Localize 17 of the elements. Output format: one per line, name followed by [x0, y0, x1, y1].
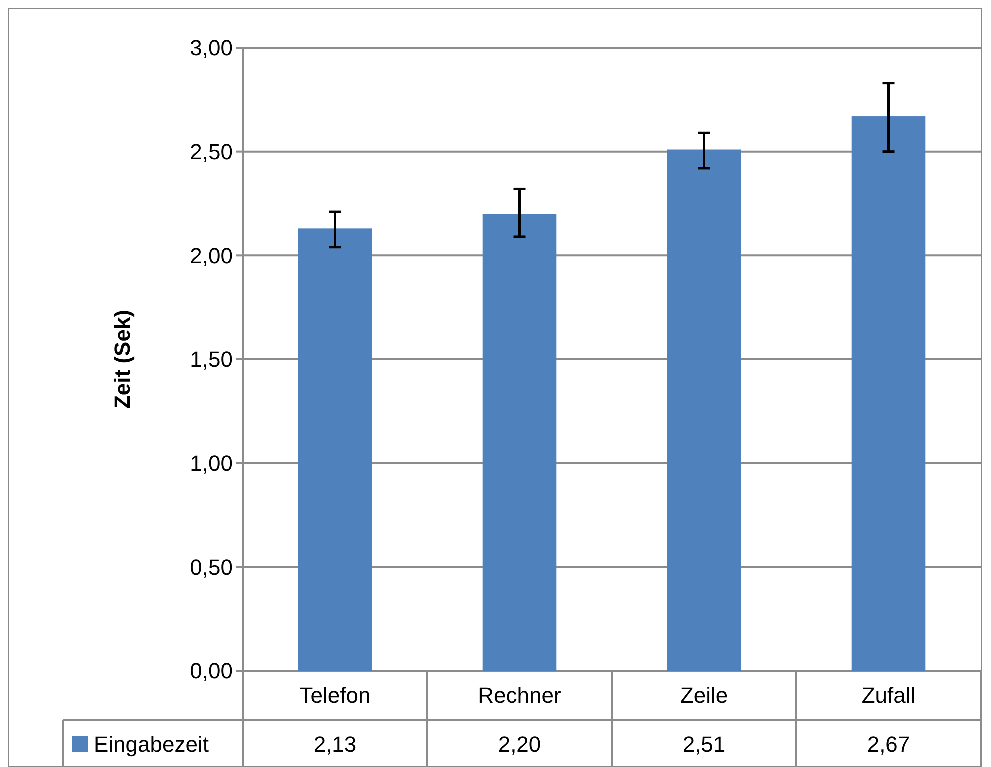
x-tick-label: Zeile — [680, 683, 728, 708]
data-label: 2,13 — [314, 732, 357, 758]
y-tick-label: 3,00 — [190, 36, 233, 61]
y-tick-label: 1,50 — [190, 347, 233, 372]
y-tick-label: 0,00 — [190, 658, 233, 684]
y-tick-label: 1,00 — [190, 451, 233, 476]
data-label: 2,51 — [682, 732, 726, 758]
y-tick-label: 2,00 — [190, 243, 233, 268]
data-label: 2,20 — [498, 732, 542, 758]
x-tick-label: Telefon — [300, 683, 371, 708]
y-axis-title: Zeit (Sek) — [110, 310, 135, 410]
legend-label: Eingabezeit — [94, 732, 209, 758]
y-tick-label: 2,50 — [190, 140, 233, 165]
x-tick-label: Zufall — [862, 683, 916, 708]
data-label: 2,67 — [867, 732, 910, 758]
y-tick-label: 0,50 — [190, 554, 233, 580]
x-tick-label: Rechner — [478, 683, 562, 708]
